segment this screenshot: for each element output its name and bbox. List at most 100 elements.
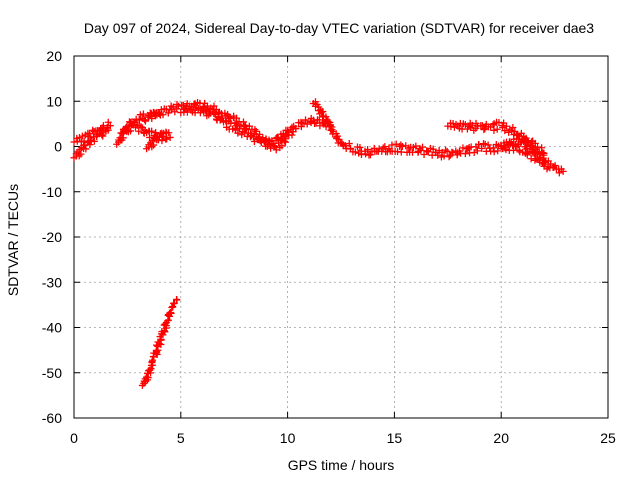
data-point (445, 153, 453, 161)
series-spike (309, 98, 334, 131)
data-point (164, 109, 172, 117)
data-point (420, 150, 428, 158)
data-point (174, 102, 182, 110)
data-point (468, 121, 476, 129)
series-steep-line (138, 295, 181, 389)
data-point (423, 147, 431, 155)
data-point (70, 138, 78, 146)
data-point (242, 126, 250, 134)
data-point (85, 130, 93, 138)
data-point (515, 135, 523, 143)
data-point (497, 143, 505, 150)
data-point (288, 131, 296, 139)
data-point (473, 147, 481, 155)
series-early-upper (70, 118, 114, 146)
data-point (345, 140, 353, 148)
data-point (86, 141, 94, 149)
data-point (508, 127, 516, 135)
y-axis-label: SDTVAR / TECUs (5, 184, 21, 296)
data-point (520, 138, 528, 146)
data-point (494, 147, 502, 155)
data-point (90, 137, 98, 145)
data-point (158, 137, 166, 145)
data-point (200, 108, 208, 116)
data-point (379, 144, 387, 152)
y-tick-label: -50 (42, 365, 62, 381)
data-point (137, 123, 145, 131)
data-point (322, 113, 330, 121)
data-point (397, 141, 405, 149)
y-tick-label: 20 (46, 48, 62, 64)
data-point (292, 124, 300, 132)
data-point (323, 116, 331, 124)
data-point (364, 145, 372, 153)
data-point (99, 129, 107, 137)
data-point (106, 122, 114, 130)
data-point (419, 143, 427, 151)
x-tick-label: 25 (600, 430, 616, 446)
data-point (502, 146, 510, 154)
x-axis-label: GPS time / hours (288, 457, 395, 473)
data-point (141, 117, 149, 125)
grid-lines (74, 56, 608, 418)
data-point (362, 150, 370, 158)
data-point (273, 133, 281, 141)
data-point (217, 114, 225, 122)
data-point (270, 140, 278, 148)
y-tick-label: -10 (42, 184, 62, 200)
data-point (326, 122, 334, 130)
data-point (266, 141, 274, 149)
data-point (233, 114, 241, 122)
series-secondary-arc (177, 103, 292, 150)
data-point (144, 374, 152, 382)
data-point (443, 147, 451, 155)
data-point (539, 154, 547, 162)
y-tick-label: -40 (42, 320, 62, 336)
y-tick-label: 0 (54, 139, 62, 155)
data-point (167, 309, 175, 317)
series-late-lower (497, 132, 552, 173)
data-point (555, 169, 563, 177)
data-point (210, 102, 218, 110)
data-point (87, 134, 95, 142)
data-point (257, 139, 265, 147)
data-point (351, 148, 359, 156)
data-point (484, 141, 492, 149)
data-point (434, 151, 442, 159)
data-point (524, 137, 532, 145)
data-point (459, 144, 467, 152)
x-tick-label: 10 (280, 430, 296, 446)
data-point (82, 145, 90, 153)
data-point (529, 146, 537, 154)
data-point (141, 116, 149, 124)
data-point (159, 111, 167, 119)
data-point (475, 141, 483, 149)
data-point (210, 109, 218, 117)
data-point (149, 356, 157, 364)
chart-title: Day 097 of 2024, Sidereal Day-to-day VTE… (84, 20, 594, 36)
data-point (136, 111, 144, 119)
data-point (381, 143, 389, 151)
data-point (284, 127, 292, 135)
data-point (442, 146, 450, 154)
data-point (153, 350, 161, 358)
data-point (278, 136, 286, 144)
x-tick-label: 15 (387, 430, 403, 446)
data-point (306, 117, 314, 125)
data-point (531, 139, 539, 147)
data-point (99, 122, 107, 130)
series-dip (143, 128, 174, 153)
data-point (173, 295, 181, 303)
data-point (162, 322, 170, 330)
data-point (493, 125, 501, 133)
data-point (490, 148, 498, 156)
y-tick-label: 10 (46, 93, 62, 109)
data-point (150, 141, 158, 149)
data-point (536, 150, 544, 158)
x-tick-label: 20 (493, 430, 509, 446)
data-point (461, 150, 469, 158)
data-point (155, 340, 163, 348)
data-point (126, 127, 134, 135)
data-point (157, 336, 165, 344)
data-point (133, 122, 141, 130)
